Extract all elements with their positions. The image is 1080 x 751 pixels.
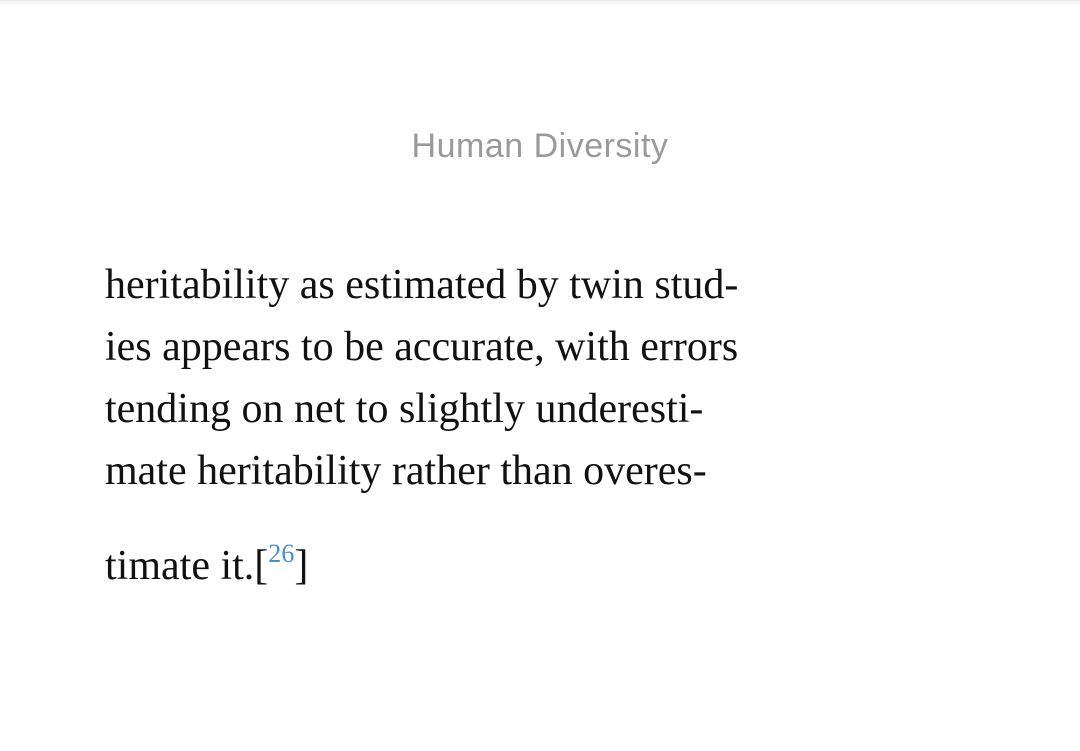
body-line-5-prefix: timate it. [105,543,254,589]
body-paragraph: heritability as estimated by twin stud- … [105,254,975,597]
document-page: Human Diversity heritability as estimate… [0,0,1080,751]
body-line-5: timate it.[26] [105,535,975,597]
body-line-3: tending on net to slightly underesti- [105,378,975,440]
body-line-2: ies appears to be accurate, with errors [105,316,975,378]
citation-open-bracket: [ [254,543,268,589]
citation-link[interactable]: 26 [268,539,294,568]
citation-close-bracket: ] [294,543,308,589]
body-line-4: mate heritability rather than overes- [105,440,975,502]
content-area: Human Diversity heritability as estimate… [0,7,1080,597]
page-title: Human Diversity [105,127,975,166]
body-line-1: heritability as estimated by twin stud- [105,254,975,316]
